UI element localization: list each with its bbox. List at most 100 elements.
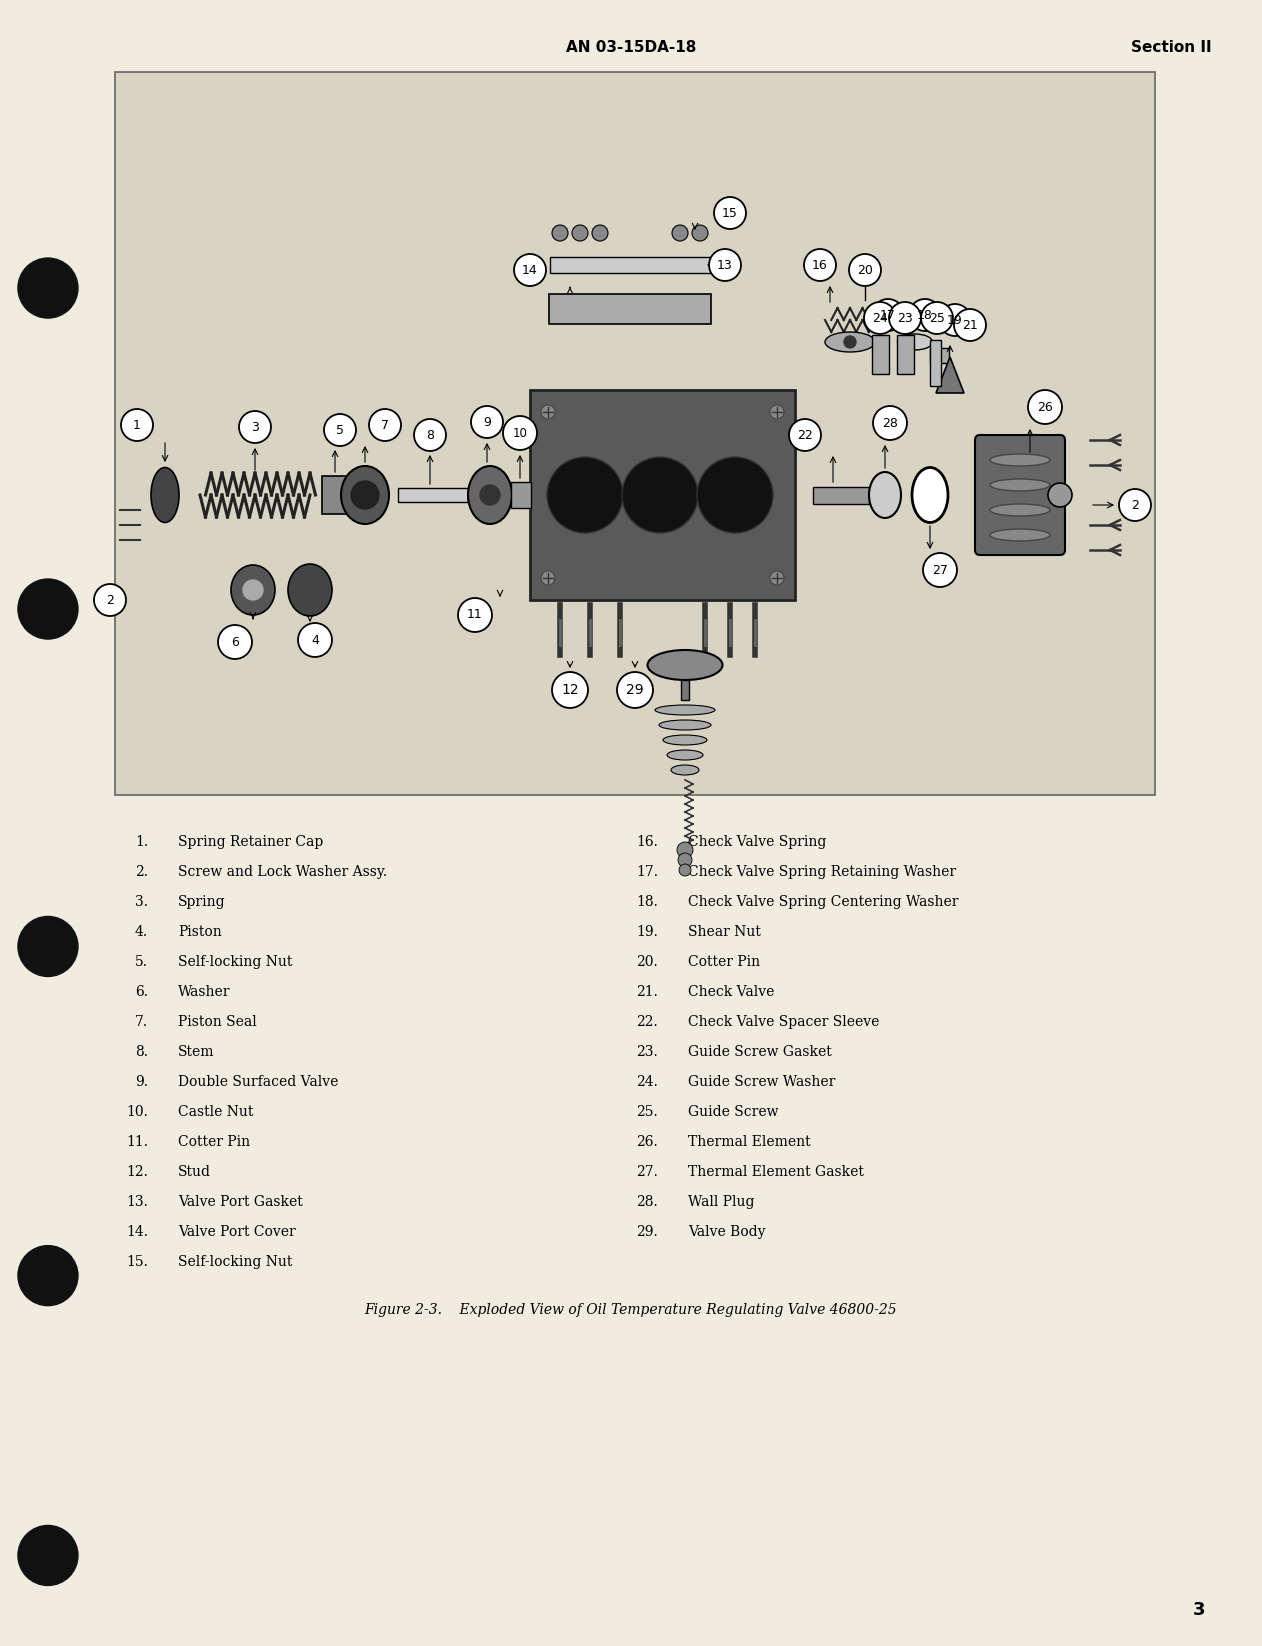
Text: 29.: 29.: [636, 1225, 658, 1239]
Text: Check Valve Spring Centering Washer: Check Valve Spring Centering Washer: [688, 895, 959, 909]
Ellipse shape: [912, 467, 948, 522]
Text: Washer: Washer: [178, 984, 231, 999]
Text: 19.: 19.: [636, 925, 658, 938]
Text: 2: 2: [1131, 499, 1138, 512]
FancyBboxPatch shape: [813, 487, 868, 504]
Text: 8: 8: [427, 428, 434, 441]
Text: 19: 19: [946, 313, 963, 326]
Text: Valve Port Gasket: Valve Port Gasket: [178, 1195, 303, 1210]
Ellipse shape: [671, 765, 699, 775]
FancyBboxPatch shape: [115, 72, 1155, 795]
Text: 26: 26: [1037, 400, 1053, 413]
Circle shape: [844, 336, 856, 347]
Circle shape: [939, 305, 970, 336]
Ellipse shape: [468, 466, 512, 523]
Circle shape: [770, 571, 784, 584]
Text: Stem: Stem: [178, 1045, 215, 1058]
Text: 11: 11: [467, 609, 483, 622]
Text: Valve Port Cover: Valve Port Cover: [178, 1225, 295, 1239]
Text: Guide Screw Gasket: Guide Screw Gasket: [688, 1045, 832, 1058]
Ellipse shape: [870, 472, 901, 518]
Text: 20.: 20.: [636, 955, 658, 969]
Text: 9.: 9.: [135, 1075, 148, 1090]
Text: Thermal Element: Thermal Element: [688, 1136, 810, 1149]
Circle shape: [697, 458, 774, 533]
Text: 18.: 18.: [636, 895, 658, 909]
Text: 7: 7: [381, 418, 389, 431]
Text: 9: 9: [483, 415, 491, 428]
Text: Cotter Pin: Cotter Pin: [688, 955, 760, 969]
Text: 3: 3: [1193, 1602, 1205, 1618]
Text: 2: 2: [106, 594, 114, 606]
Text: Shear Nut: Shear Nut: [688, 925, 761, 938]
Text: 1.: 1.: [135, 835, 148, 849]
Circle shape: [18, 579, 78, 639]
Text: Guide Screw Washer: Guide Screw Washer: [688, 1075, 835, 1090]
FancyBboxPatch shape: [468, 491, 488, 499]
Circle shape: [873, 407, 907, 439]
Ellipse shape: [647, 650, 723, 680]
Text: Section II: Section II: [1131, 40, 1212, 54]
Ellipse shape: [668, 751, 703, 760]
FancyBboxPatch shape: [398, 487, 468, 502]
Circle shape: [678, 853, 692, 867]
FancyBboxPatch shape: [930, 339, 940, 385]
Circle shape: [709, 249, 741, 281]
Circle shape: [872, 300, 904, 331]
Circle shape: [351, 481, 379, 509]
Text: 15: 15: [722, 206, 738, 219]
Ellipse shape: [231, 565, 275, 616]
Circle shape: [714, 198, 746, 229]
Text: 27.: 27.: [636, 1165, 658, 1179]
Text: AN 03-15DA-18: AN 03-15DA-18: [565, 40, 697, 54]
Circle shape: [954, 309, 986, 341]
Circle shape: [239, 412, 271, 443]
Text: Piston: Piston: [178, 925, 222, 938]
Text: Check Valve Spring Retaining Washer: Check Valve Spring Retaining Washer: [688, 866, 957, 879]
Text: 12.: 12.: [126, 1165, 148, 1179]
Text: 24: 24: [872, 311, 888, 324]
Circle shape: [546, 458, 623, 533]
FancyBboxPatch shape: [976, 435, 1065, 555]
Text: Spring: Spring: [178, 895, 226, 909]
Circle shape: [218, 625, 252, 658]
Circle shape: [679, 864, 692, 876]
Text: 16.: 16.: [636, 835, 658, 849]
Ellipse shape: [825, 332, 875, 352]
Circle shape: [93, 584, 126, 616]
Text: Figure 2-3.    Exploded View of Oil Temperature Regulating Valve 46800-25: Figure 2-3. Exploded View of Oil Tempera…: [365, 1304, 897, 1317]
Text: 3.: 3.: [135, 895, 148, 909]
Circle shape: [676, 843, 693, 858]
Text: Valve Body: Valve Body: [688, 1225, 766, 1239]
Text: 4.: 4.: [135, 925, 148, 938]
Ellipse shape: [897, 334, 933, 351]
Text: Double Surfaced Valve: Double Surfaced Valve: [178, 1075, 338, 1090]
Text: 7.: 7.: [135, 1016, 148, 1029]
Text: 10: 10: [512, 426, 528, 439]
Ellipse shape: [659, 719, 711, 729]
Ellipse shape: [341, 466, 389, 523]
Circle shape: [849, 253, 881, 286]
Circle shape: [541, 571, 555, 584]
Text: 13.: 13.: [126, 1195, 148, 1210]
Circle shape: [789, 420, 822, 451]
Circle shape: [923, 553, 957, 588]
Text: 6.: 6.: [135, 984, 148, 999]
Text: 17.: 17.: [636, 866, 658, 879]
FancyBboxPatch shape: [530, 390, 795, 601]
Text: 21: 21: [962, 318, 978, 331]
Ellipse shape: [989, 454, 1050, 466]
Circle shape: [18, 258, 78, 318]
Text: 6: 6: [231, 635, 239, 649]
FancyBboxPatch shape: [549, 295, 711, 324]
Circle shape: [1119, 489, 1151, 522]
Text: Screw and Lock Washer Assy.: Screw and Lock Washer Assy.: [178, 866, 387, 879]
Text: 11.: 11.: [126, 1136, 148, 1149]
FancyBboxPatch shape: [872, 334, 888, 374]
Text: 4: 4: [310, 634, 319, 647]
Circle shape: [888, 301, 921, 334]
FancyBboxPatch shape: [896, 334, 914, 374]
Text: Stud: Stud: [178, 1165, 211, 1179]
Circle shape: [504, 416, 538, 449]
Text: 22: 22: [798, 428, 813, 441]
